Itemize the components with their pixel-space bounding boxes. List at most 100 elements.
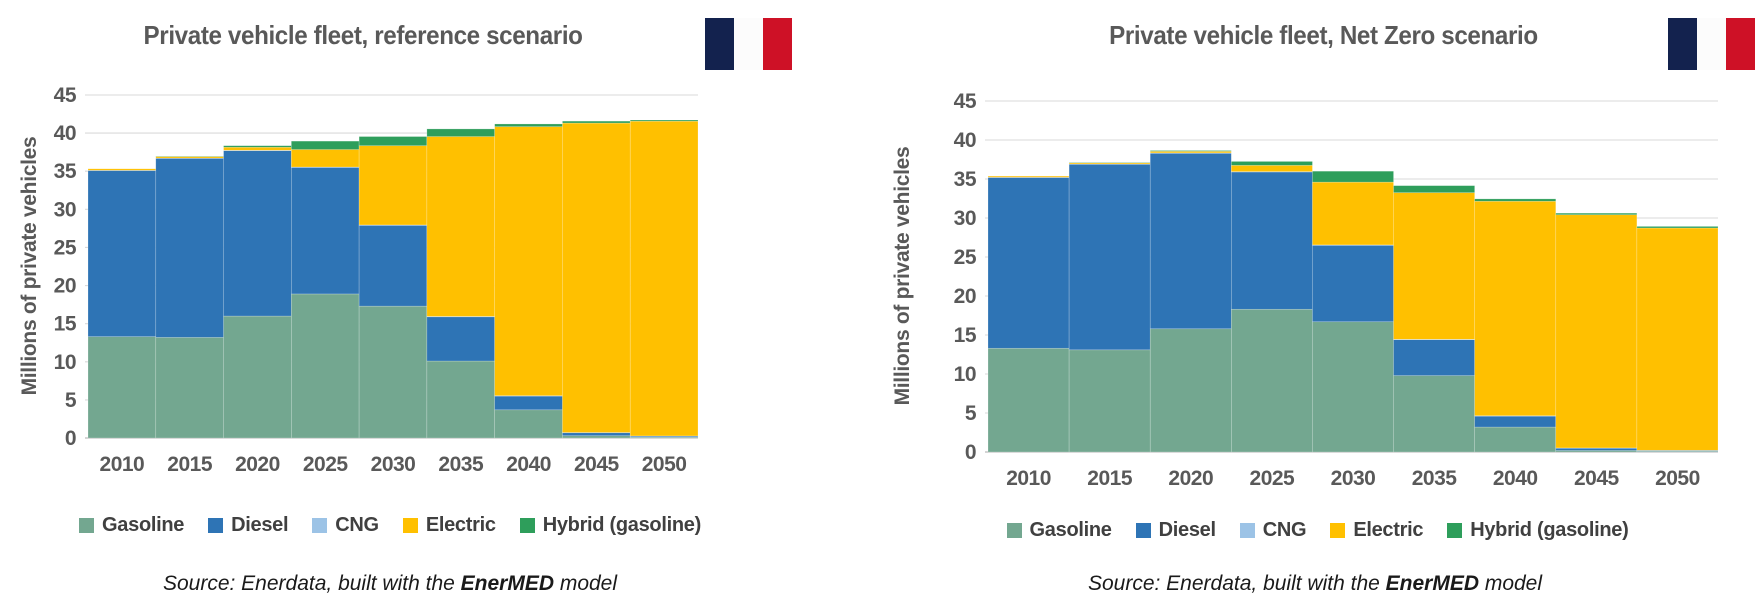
legend-item-hybrid-gasoline: Hybrid (gasoline) (519, 514, 701, 537)
bar-electric-2025 (1231, 165, 1313, 172)
x-tick-label-2010: 2010 (1006, 467, 1051, 490)
bar-hybrid-gasoline-2040 (1474, 198, 1557, 202)
bar-gasoline-2030 (358, 305, 428, 439)
y-tick-label-45: 45 (954, 90, 977, 113)
bar-hybrid-gasoline-2045 (562, 120, 631, 124)
y-tick-label-10: 10 (54, 351, 76, 374)
y-tick-label-5: 5 (965, 402, 977, 425)
legend-label: Gasoline (102, 514, 185, 536)
x-tick-label-2045: 2045 (1574, 467, 1620, 490)
bar-gasoline-2025 (291, 293, 360, 439)
bar-hybrid-gasoline-2045 (1555, 212, 1638, 216)
legend-swatch-icon (1330, 523, 1346, 538)
x-tick-label-2040: 2040 (1493, 467, 1538, 490)
x-tick-label-2030: 2030 (371, 453, 416, 476)
x-tick-label-2010: 2010 (100, 453, 145, 476)
bar-electric-2035 (426, 136, 495, 317)
legend-swatch-icon (402, 518, 418, 533)
bar-hybrid-gasoline-2030 (358, 136, 428, 146)
bar-diesel-2015 (155, 157, 224, 338)
legend-item-diesel: Diesel (1135, 519, 1216, 542)
bar-electric-2010 (987, 175, 1070, 178)
bar-diesel-2040 (494, 395, 563, 411)
bar-gasoline-2045 (562, 435, 631, 439)
y-tick-label-40: 40 (54, 122, 76, 145)
bar-electric-2025 (291, 149, 360, 168)
y-tick-label-15: 15 (54, 313, 77, 336)
source-suffix: model (554, 572, 618, 595)
chart-title-netzero: Private vehicle fleet, Net Zero scenario (958, 20, 1688, 51)
bar-hybrid-gasoline-2035 (426, 128, 495, 137)
bar-diesel-2010 (987, 177, 1070, 349)
x-tick-label-2025: 2025 (303, 453, 349, 476)
y-tick-label-35: 35 (954, 168, 977, 191)
legend-swatch-icon (1135, 523, 1151, 538)
x-tick-label-2040: 2040 (506, 453, 551, 476)
bar-electric-2030 (358, 145, 428, 226)
legend-item-cng: CNG (312, 514, 379, 537)
source-model-name: EnerMED (460, 572, 554, 595)
bar-diesel-2030 (1312, 245, 1394, 323)
y-tick-label-15: 15 (954, 324, 977, 347)
x-tick-label-2035: 2035 (438, 453, 484, 476)
source-suffix: model (1479, 572, 1543, 595)
legend-label: Diesel (1158, 519, 1216, 541)
bar-diesel-2045 (562, 432, 631, 437)
france-flag-icon (705, 18, 792, 70)
legend-label: Electric (425, 514, 496, 536)
source-line-netzero: Source: Enerdata, built with the EnerMED… (975, 572, 1655, 596)
source-prefix: Source: Enerdata, built with the (162, 572, 461, 595)
source-line-reference: Source: Enerdata, built with the EnerMED… (0, 572, 780, 596)
y-tick-label-20: 20 (954, 285, 976, 308)
bar-hybrid-gasoline-2020 (223, 145, 292, 148)
source-prefix: Source: Enerdata, built with the (1087, 572, 1386, 595)
bar-hybrid-gasoline-2025 (291, 140, 360, 150)
bar-diesel-2010 (87, 170, 157, 337)
bar-gasoline-2020 (223, 315, 292, 439)
bar-electric-2050 (1636, 227, 1719, 451)
bar-diesel-2015 (1068, 163, 1151, 351)
y-tick-label-25: 25 (954, 246, 977, 269)
legend-swatch-icon (79, 518, 95, 533)
bar-electric-2010 (87, 168, 157, 171)
bar-gasoline-2025 (1231, 308, 1313, 453)
x-tick-label-2050: 2050 (1655, 467, 1700, 490)
y-tick-label-0: 0 (65, 427, 76, 450)
bar-hybrid-gasoline-2040 (494, 123, 563, 127)
bar-gasoline-2040 (494, 409, 563, 439)
bar-electric-2040 (1474, 200, 1557, 417)
bar-diesel-2020 (1149, 152, 1232, 330)
y-tick-label-45: 45 (54, 85, 77, 107)
y-tick-label-40: 40 (954, 129, 976, 152)
bar-diesel-2040 (1474, 415, 1557, 428)
y-tick-label-30: 30 (954, 207, 976, 230)
legend-item-electric: Electric (402, 514, 496, 537)
y-tick-label-10: 10 (954, 363, 976, 386)
legend-item-electric: Electric (1330, 519, 1423, 542)
y-tick-label-20: 20 (54, 275, 76, 298)
legend-swatch-icon (312, 518, 328, 533)
legend-label: Diesel (231, 514, 289, 536)
legend-label: Hybrid (gasoline) (1470, 519, 1629, 541)
bar-electric-2035 (1393, 192, 1475, 340)
legend-netzero: Gasoline Diesel CNG Electric Hybrid (gasolin… (880, 519, 1755, 542)
y-tick-label-0: 0 (965, 441, 976, 464)
x-tick-label-2015: 2015 (1087, 467, 1133, 490)
source-model-name: EnerMED (1385, 572, 1479, 595)
y-tick-label-35: 35 (54, 160, 77, 183)
bar-electric-2045 (562, 122, 631, 433)
france-flag-icon (1668, 18, 1755, 70)
bar-gasoline-2035 (426, 360, 495, 439)
bar-hybrid-gasoline-2025 (1231, 161, 1313, 166)
legend-item-gasoline: Gasoline (1006, 519, 1112, 542)
legend-item-cng: CNG (1239, 519, 1307, 542)
bar-hybrid-gasoline-2050 (1636, 226, 1719, 229)
bar-electric-2030 (1312, 181, 1394, 246)
bar-gasoline-2015 (155, 337, 224, 439)
y-tick-label-30: 30 (54, 198, 76, 221)
bar-gasoline-2020 (1149, 328, 1232, 453)
y-tick-label-5: 5 (65, 389, 77, 412)
x-tick-label-2030: 2030 (1331, 467, 1376, 490)
bar-gasoline-2040 (1474, 426, 1557, 453)
